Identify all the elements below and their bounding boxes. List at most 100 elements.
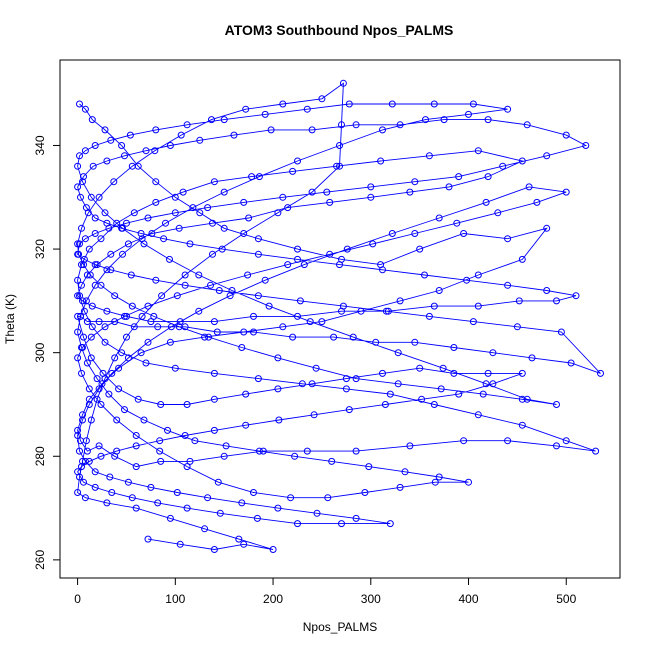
data-point — [345, 100, 353, 108]
y-tick-label: 340 — [33, 135, 47, 155]
data-point — [245, 214, 253, 222]
data-point — [242, 421, 250, 429]
data-point — [253, 514, 261, 522]
data-point — [220, 188, 228, 196]
data-point — [518, 255, 526, 263]
data-point — [326, 250, 334, 258]
data-point — [430, 302, 438, 310]
data-point — [118, 142, 126, 149]
data-point — [220, 116, 228, 124]
data-point — [453, 219, 461, 227]
data-point — [431, 478, 439, 486]
data-point — [128, 162, 136, 170]
data-point — [465, 478, 472, 486]
data-point — [171, 364, 179, 372]
data-point — [274, 209, 282, 217]
data-point — [361, 489, 369, 496]
data-point — [175, 323, 183, 331]
data-point — [74, 489, 82, 496]
data-point — [345, 406, 353, 414]
data-point — [76, 152, 83, 160]
data-point — [175, 224, 183, 232]
data-point — [274, 385, 282, 393]
data-point — [213, 328, 221, 336]
data-point — [81, 235, 89, 243]
data-point — [123, 312, 130, 320]
data-point — [336, 261, 343, 269]
data-point — [177, 131, 185, 139]
x-tick-label: 500 — [556, 592, 576, 606]
data-point — [240, 198, 248, 206]
data-point — [386, 390, 394, 398]
data-point — [349, 333, 357, 341]
data-point — [183, 504, 191, 512]
data-point — [79, 411, 86, 419]
data-point — [352, 514, 360, 522]
data-point — [183, 121, 191, 129]
data-point — [330, 333, 338, 341]
data-point — [254, 375, 262, 383]
data-point — [201, 525, 209, 533]
data-point — [103, 157, 111, 165]
data-point — [173, 292, 181, 300]
data-point — [132, 442, 140, 450]
data-point — [91, 483, 99, 491]
data-point — [261, 110, 269, 118]
data-point — [210, 318, 218, 326]
data-point — [294, 312, 301, 320]
data-point — [74, 426, 82, 434]
x-axis: 0 100 200 300 400 500 — [74, 577, 577, 606]
data-point — [113, 219, 121, 227]
data-point — [572, 292, 580, 300]
data-point — [259, 447, 267, 455]
data-point — [469, 318, 477, 326]
data-point — [352, 375, 360, 383]
data-point — [74, 240, 82, 248]
data-point — [294, 245, 301, 253]
data-point — [181, 281, 189, 289]
data-point — [82, 437, 90, 445]
data-point — [134, 395, 142, 403]
data-point — [204, 494, 212, 502]
data-point — [430, 100, 438, 108]
data-point — [119, 250, 126, 258]
data-point — [265, 302, 273, 310]
data-point — [83, 271, 91, 279]
data-point — [111, 354, 119, 362]
data-point — [411, 230, 419, 237]
data-point — [215, 287, 223, 294]
data-point — [176, 318, 184, 326]
data-point — [74, 312, 82, 320]
data-point — [74, 354, 82, 362]
data-point — [394, 380, 402, 388]
data-point — [513, 323, 521, 331]
data-point — [274, 504, 282, 512]
data-point — [76, 240, 83, 248]
data-point — [240, 328, 248, 336]
data-point — [124, 478, 132, 486]
data-point — [523, 121, 531, 129]
data-point — [81, 494, 89, 502]
data-point — [127, 271, 135, 279]
data-point — [83, 447, 91, 455]
data-point — [79, 297, 86, 305]
data-point — [220, 452, 228, 460]
data-point — [474, 302, 482, 310]
data-point — [562, 131, 570, 139]
data-point — [469, 100, 477, 108]
data-point — [195, 307, 203, 315]
data-point — [144, 214, 152, 222]
data-point — [191, 437, 199, 445]
data-point — [142, 359, 150, 367]
data-point — [242, 390, 250, 398]
data-point — [80, 307, 88, 315]
data-point — [504, 105, 512, 113]
data-point — [482, 380, 490, 388]
data-point — [137, 230, 145, 237]
data-point — [435, 214, 443, 222]
data-point — [101, 209, 109, 217]
data-point — [166, 514, 174, 522]
data-point — [107, 250, 115, 258]
data-point — [91, 261, 99, 269]
data-point — [85, 457, 93, 465]
